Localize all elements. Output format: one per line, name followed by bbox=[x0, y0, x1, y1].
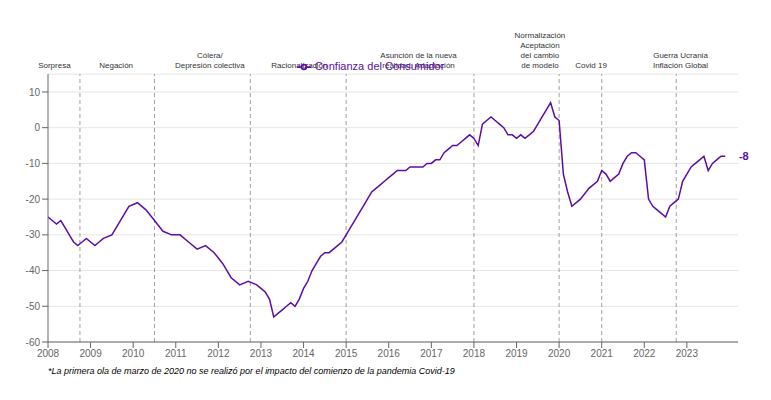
svg-text:2022: 2022 bbox=[633, 348, 656, 359]
svg-text:2012: 2012 bbox=[207, 348, 230, 359]
svg-text:2011: 2011 bbox=[165, 348, 187, 359]
svg-text:-20: -20 bbox=[26, 194, 41, 205]
svg-text:2008: 2008 bbox=[37, 348, 60, 359]
svg-text:2013: 2013 bbox=[250, 348, 273, 359]
svg-text:Sorpresa: Sorpresa bbox=[38, 61, 71, 70]
svg-text:2018: 2018 bbox=[463, 348, 486, 359]
svg-text:Asunción de la nuevarealidad.: Asunción de la nuevarealidad. Adaptación bbox=[380, 51, 457, 70]
svg-text:-60: -60 bbox=[26, 337, 41, 348]
svg-text:-30: -30 bbox=[26, 229, 41, 240]
svg-text:2020: 2020 bbox=[548, 348, 571, 359]
svg-text:2017: 2017 bbox=[420, 348, 443, 359]
svg-text:2009: 2009 bbox=[79, 348, 102, 359]
svg-text:NormalizaciónAceptacióndel cam: NormalizaciónAceptacióndel cambiode mode… bbox=[515, 31, 566, 70]
svg-text:2014: 2014 bbox=[292, 348, 315, 359]
svg-text:2015: 2015 bbox=[335, 348, 358, 359]
svg-text:Guerra UcraniaInflación Global: Guerra UcraniaInflación Global bbox=[653, 51, 708, 70]
svg-text:2021: 2021 bbox=[591, 348, 614, 359]
svg-text:2019: 2019 bbox=[505, 348, 528, 359]
svg-text:-10: -10 bbox=[26, 158, 41, 169]
svg-text:-8: -8 bbox=[739, 150, 749, 162]
svg-text:2023: 2023 bbox=[676, 348, 699, 359]
svg-text:-50: -50 bbox=[26, 301, 41, 312]
svg-text:-40: -40 bbox=[26, 265, 41, 276]
svg-text:2016: 2016 bbox=[378, 348, 401, 359]
svg-text:0: 0 bbox=[34, 122, 40, 133]
svg-text:10: 10 bbox=[29, 87, 41, 98]
svg-text:2010: 2010 bbox=[122, 348, 145, 359]
svg-text:Cólera/Depresión colectiva: Cólera/Depresión colectiva bbox=[175, 51, 245, 70]
svg-text:Covid 19: Covid 19 bbox=[575, 61, 607, 70]
svg-text:Negación: Negación bbox=[99, 61, 133, 70]
svg-text:Racionalización: Racionalización bbox=[271, 61, 327, 70]
